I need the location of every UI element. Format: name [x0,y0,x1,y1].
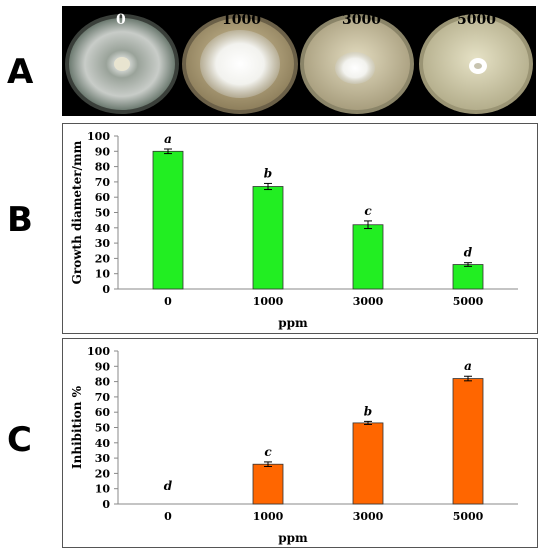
panel-letter-c: C [7,420,32,460]
inhibition-bar [352,422,384,505]
growth-x-tick-label: 5000 [453,295,484,308]
growth-y-tick-label: 40 [95,222,111,235]
growth-y-tick-label: 90 [95,145,111,158]
inhibition-y-tick-label: 80 [95,376,111,389]
plate-label-3000: 3000 [342,12,381,28]
growth-significance-letter: c [364,204,372,218]
growth-bar [452,264,484,290]
inhibition-significance-letter: c [264,445,272,459]
growth-y-tick-label: 60 [95,191,111,204]
inhibition-y-tick-label: 90 [95,360,111,373]
inhibition-significance-letter: d [164,479,173,493]
growth-significance-letter: a [164,132,172,146]
growth-y-tick-label: 100 [87,130,110,143]
plate-label-5000: 5000 [457,12,496,28]
growth-y-tick-label: 10 [95,268,111,281]
growth-y-axis-label: Growth diameter/mm [70,140,84,284]
inhibition-x-tick-label: 0 [164,510,172,523]
panel-letter-b: B [7,200,33,240]
inhibition-significance-letter: b [364,404,372,418]
growth-significance-letter: d [464,246,473,260]
inhibition-y-tick-label: 70 [95,391,111,404]
growth-bar [252,186,284,290]
inhibition-x-tick-label: 5000 [453,510,484,523]
growth-y-tick-label: 0 [102,283,110,296]
growth-x-tick-label: 3000 [353,295,384,308]
inhibition-y-tick-label: 30 [95,452,111,465]
inhibition-x-tick-label: 1000 [253,510,284,523]
growth-y-tick-label: 80 [95,161,111,174]
inhibition-y-tick-label: 40 [95,437,111,450]
petri-dish-illustration: 0 1000 3000 5000 [65,12,533,114]
inhibition-y-axis-label: Inhibition % [70,385,84,469]
plate-5000 [419,14,533,114]
plate-3000 [300,14,414,114]
growth-significance-letter: b [264,166,272,180]
plate-1000 [182,14,298,114]
growth-y-tick-label: 30 [95,237,111,250]
growth-diameter-chart: 0 10 20 30 40 50 60 70 80 90 100 a 0 b 1000 c 3000 d 5000 p… [62,123,538,334]
plate-label-1000: 1000 [222,12,261,28]
inhibition-bar [452,378,484,505]
inhibition-significance-letter: a [464,359,472,373]
inhibition-x-axis-label: ppm [278,531,308,545]
inhibition-chart-svg: 0 10 20 30 40 50 60 70 80 90 100 d 0 c 1000 b 3000 a 5000 p… [70,345,518,545]
panel-letter-a: A [7,52,34,92]
growth-bar [352,224,384,290]
inhibition-y-tick-label: 0 [102,498,110,511]
inhibition-y-tick-label: 20 [95,467,111,480]
growth-x-tick-label: 0 [164,295,172,308]
plate-label-0: 0 [116,12,126,28]
inhibition-y-tick-label: 10 [95,483,111,496]
growth-x-tick-label: 1000 [253,295,284,308]
plate-0 [65,14,179,114]
growth-y-tick-label: 50 [95,207,111,220]
growth-y-tick-label: 70 [95,176,111,189]
growth-y-tick-label: 20 [95,252,111,265]
growth-x-axis-label: ppm [278,316,308,330]
inhibition-y-tick-label: 100 [87,345,110,358]
inhibition-chart: 0 10 20 30 40 50 60 70 80 90 100 d 0 c 1000 b 3000 a 5000 p… [62,338,538,548]
growth-diameter-chart-svg: 0 10 20 30 40 50 60 70 80 90 100 a 0 b 1000 c 3000 d 5000 p… [70,130,518,330]
petri-dish-photo: 0 1000 3000 5000 [62,6,536,116]
inhibition-bar [252,463,284,505]
inhibition-y-tick-label: 50 [95,422,111,435]
inhibition-x-tick-label: 3000 [353,510,384,523]
inhibition-y-tick-label: 60 [95,406,111,419]
growth-bar [152,150,184,290]
